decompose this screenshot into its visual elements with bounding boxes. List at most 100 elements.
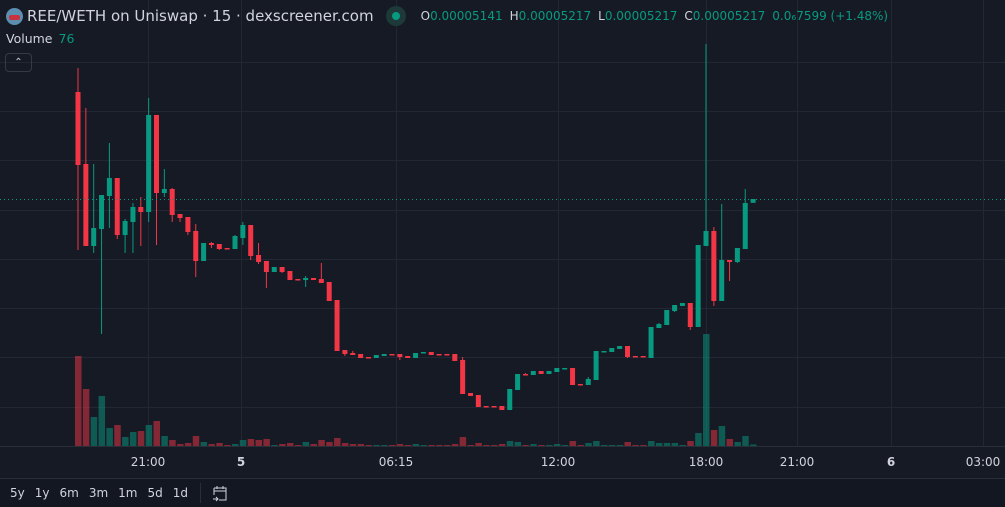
toolbar-divider [0, 478, 1005, 479]
time-label: 06:15 [378, 455, 414, 469]
candle [75, 68, 81, 250]
candle-body [342, 350, 348, 354]
candle-body [530, 371, 536, 375]
chart-title: REE/WETH on Uniswap · 15 · dexscreener.c… [27, 7, 374, 25]
candle-body [169, 189, 175, 215]
volume-bar [577, 445, 584, 446]
candle-body [358, 354, 364, 358]
price-chart[interactable] [0, 0, 1005, 478]
candle-body [593, 351, 599, 380]
candle [522, 373, 528, 376]
candle [279, 267, 285, 273]
volume-bar [169, 440, 176, 446]
candle [365, 357, 371, 359]
candle [679, 303, 685, 306]
candle [318, 263, 324, 283]
volume-bar [420, 445, 427, 446]
close-value: 0.00005217 [692, 9, 766, 23]
volume-bar [459, 437, 467, 446]
volume-bar [326, 442, 333, 446]
volume-bar [98, 396, 106, 446]
range-1y-button[interactable]: 1y [34, 486, 50, 500]
candle [397, 354, 403, 360]
candle-body [373, 355, 379, 358]
collapse-legend-button[interactable]: ⌃ [5, 53, 32, 72]
volume-bar [349, 444, 357, 446]
chart-legend: REE/WETH on Uniswap · 15 · dexscreener.c… [6, 6, 888, 26]
candle-body [522, 374, 528, 376]
candle-body [742, 203, 748, 249]
candle-body [632, 356, 638, 358]
ohlc-values: O0.00005141 H0.00005217 L0.00005217 C0.0… [421, 9, 888, 23]
candle [468, 393, 473, 396]
calendar-goto-icon[interactable] [211, 484, 229, 502]
candle [546, 371, 552, 374]
volume-bar [538, 445, 545, 446]
volume-bar [608, 445, 616, 446]
volume-bar [483, 445, 490, 446]
range-3m-button[interactable]: 3m [88, 486, 109, 500]
volume-bar [294, 445, 302, 446]
candle-body [499, 406, 505, 410]
candle [373, 355, 379, 358]
volume-bar [710, 430, 718, 446]
candle [428, 352, 434, 355]
candle [185, 217, 191, 235]
volume-bar [655, 443, 663, 446]
time-label: 5 [236, 455, 246, 469]
candle [444, 354, 450, 356]
volume-bar [750, 444, 757, 446]
range-5y-button[interactable]: 5y [10, 486, 25, 500]
range-1d-button[interactable]: 1d [172, 486, 189, 500]
candle-body [577, 384, 583, 386]
volume-bar [396, 444, 404, 446]
candle-body [468, 393, 473, 396]
candle-body [334, 300, 340, 351]
candle-body [609, 348, 615, 352]
volume-bar [475, 443, 482, 446]
candle [122, 219, 128, 253]
candle [334, 300, 340, 351]
volume-value: 76 [58, 31, 75, 46]
volume-bar [428, 445, 435, 446]
candle [625, 346, 630, 358]
volume-bar [671, 443, 679, 446]
candle [530, 371, 536, 375]
candle-body [420, 352, 426, 354]
candle-body [507, 389, 513, 410]
candle [475, 395, 481, 407]
candle [585, 377, 591, 385]
candle-body [554, 368, 560, 372]
volume-bar [648, 441, 655, 446]
range-5d-button[interactable]: 5d [147, 486, 163, 500]
volume-bar [624, 442, 631, 446]
range-toolbar: 5y 1y 6m 3m 1m 5d 1d [0, 479, 1005, 507]
candle-body [271, 267, 277, 272]
volume-bar [585, 443, 592, 446]
candle-body [515, 374, 521, 390]
candle [593, 351, 599, 380]
candle [632, 356, 638, 358]
range-1m-button[interactable]: 1m [118, 486, 138, 500]
range-6m-button[interactable]: 6m [59, 486, 79, 500]
volume-bar [506, 441, 514, 446]
candle-body [679, 303, 685, 306]
toolbar-separator [200, 483, 202, 503]
high-label: H [509, 9, 519, 23]
candle-body [161, 189, 167, 193]
volume-bar [129, 432, 137, 446]
volume-bar [334, 438, 341, 446]
volume-bar [451, 444, 459, 446]
candle [742, 189, 748, 249]
candle-body [664, 310, 670, 325]
candle [687, 303, 693, 330]
candle [99, 195, 105, 334]
high-value: 0.00005217 [518, 9, 592, 23]
volume-bar [373, 445, 380, 446]
candle-body [570, 368, 576, 385]
open-label: O [420, 9, 431, 23]
candle-body [389, 354, 395, 356]
candle-body [256, 255, 262, 262]
volume-bar [357, 444, 365, 446]
volume-bar [106, 428, 113, 446]
